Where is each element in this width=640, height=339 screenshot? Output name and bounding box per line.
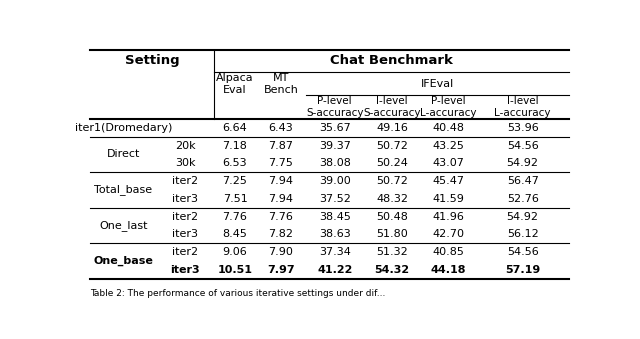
- Text: 51.80: 51.80: [376, 230, 408, 239]
- Text: 7.90: 7.90: [268, 247, 293, 257]
- Text: iter3: iter3: [172, 230, 198, 239]
- Text: 39.37: 39.37: [319, 141, 351, 151]
- Text: 6.64: 6.64: [223, 123, 248, 133]
- Text: 54.92: 54.92: [507, 158, 539, 168]
- Text: 6.53: 6.53: [223, 158, 247, 168]
- Text: P-level
L-accuracy: P-level L-accuracy: [420, 96, 477, 118]
- Text: 43.25: 43.25: [433, 141, 465, 151]
- Text: 52.76: 52.76: [507, 194, 539, 204]
- Text: iter3: iter3: [172, 194, 198, 204]
- Text: 7.87: 7.87: [268, 141, 293, 151]
- Text: 56.12: 56.12: [507, 230, 538, 239]
- Text: 7.76: 7.76: [268, 212, 293, 222]
- Text: 50.72: 50.72: [376, 141, 408, 151]
- Text: 50.72: 50.72: [376, 176, 408, 186]
- Text: 44.18: 44.18: [431, 265, 467, 275]
- Text: 43.07: 43.07: [433, 158, 465, 168]
- Text: 7.51: 7.51: [223, 194, 248, 204]
- Text: 41.96: 41.96: [433, 212, 465, 222]
- Text: 42.70: 42.70: [433, 230, 465, 239]
- Text: 7.97: 7.97: [267, 265, 294, 275]
- Text: 37.34: 37.34: [319, 247, 351, 257]
- Text: 54.92: 54.92: [507, 212, 539, 222]
- Text: 20k: 20k: [175, 141, 196, 151]
- Text: 51.32: 51.32: [376, 247, 408, 257]
- Text: iter2: iter2: [172, 212, 198, 222]
- Text: 9.06: 9.06: [223, 247, 248, 257]
- Text: 38.08: 38.08: [319, 158, 351, 168]
- Text: 54.56: 54.56: [507, 247, 538, 257]
- Text: iter2: iter2: [172, 247, 198, 257]
- Text: 50.48: 50.48: [376, 212, 408, 222]
- Text: 39.00: 39.00: [319, 176, 351, 186]
- Text: 7.75: 7.75: [268, 158, 293, 168]
- Text: iter1(Dromedary): iter1(Dromedary): [75, 123, 172, 133]
- Text: One_last: One_last: [99, 220, 148, 231]
- Text: Direct: Direct: [107, 149, 140, 159]
- Text: 35.67: 35.67: [319, 123, 351, 133]
- Text: 38.63: 38.63: [319, 230, 351, 239]
- Text: 7.18: 7.18: [223, 141, 248, 151]
- Text: 30k: 30k: [175, 158, 196, 168]
- Text: 49.16: 49.16: [376, 123, 408, 133]
- Text: 7.82: 7.82: [268, 230, 293, 239]
- Text: I-level
L-accuracy: I-level L-accuracy: [495, 96, 551, 118]
- Text: 6.43: 6.43: [269, 123, 293, 133]
- Text: 53.96: 53.96: [507, 123, 538, 133]
- Text: 40.48: 40.48: [433, 123, 465, 133]
- Text: 38.45: 38.45: [319, 212, 351, 222]
- Text: 10.51: 10.51: [218, 265, 253, 275]
- Text: 7.94: 7.94: [268, 176, 293, 186]
- Text: 40.85: 40.85: [433, 247, 465, 257]
- Text: Table 2: The performance of various iterative settings under dif...: Table 2: The performance of various iter…: [90, 289, 385, 298]
- Text: 50.24: 50.24: [376, 158, 408, 168]
- Text: 8.45: 8.45: [223, 230, 248, 239]
- Text: Total_base: Total_base: [94, 184, 152, 196]
- Text: 54.32: 54.32: [374, 265, 410, 275]
- Text: 56.47: 56.47: [507, 176, 539, 186]
- Text: 7.76: 7.76: [223, 212, 248, 222]
- Text: iter2: iter2: [172, 176, 198, 186]
- Text: 45.47: 45.47: [433, 176, 465, 186]
- Text: 54.56: 54.56: [507, 141, 538, 151]
- Text: 41.59: 41.59: [433, 194, 465, 204]
- Text: P-level
S-accuracy: P-level S-accuracy: [306, 96, 364, 118]
- Text: Chat Benchmark: Chat Benchmark: [330, 55, 452, 67]
- Text: Setting: Setting: [125, 55, 179, 67]
- Text: 48.32: 48.32: [376, 194, 408, 204]
- Text: Alpaca
Eval: Alpaca Eval: [216, 73, 254, 95]
- Text: iter3: iter3: [171, 265, 200, 275]
- Text: 7.94: 7.94: [268, 194, 293, 204]
- Text: MT
Bench: MT Bench: [264, 73, 298, 95]
- Text: 7.25: 7.25: [223, 176, 248, 186]
- Text: IFEval: IFEval: [420, 79, 454, 89]
- Text: 57.19: 57.19: [505, 265, 540, 275]
- Text: 41.22: 41.22: [317, 265, 353, 275]
- Text: 37.52: 37.52: [319, 194, 351, 204]
- Text: I-level
S-accuracy: I-level S-accuracy: [364, 96, 420, 118]
- Text: One_base: One_base: [93, 256, 154, 266]
